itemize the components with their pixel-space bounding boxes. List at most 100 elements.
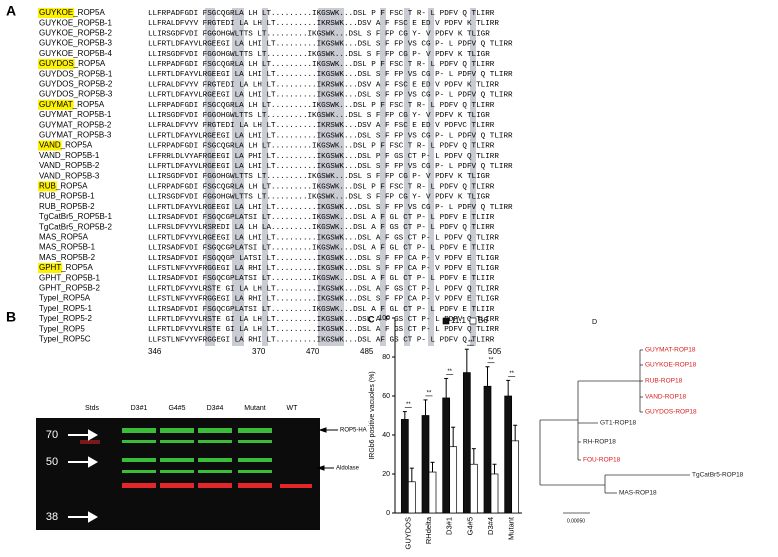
legend-label: 11.1 [451,316,467,325]
sequence-name: GPHT_ROP5B-2 [39,284,100,293]
leaf-label: GUYKOE-ROP18 [645,362,697,369]
sequence: LFFRRLDLVYAFRGEEGI LA PHI LT.........IKG… [148,153,499,161]
strain-name: GUYKOE [39,8,73,17]
sequence: LLIRSGDFVDI FGGOHGWLTTS LT.........IKGSW… [148,173,490,181]
sequence-name: VAND_ROP5B-2 [39,161,100,170]
legend-swatch [469,317,477,325]
sequence: LLFRTLDFAYVLRGEEGI LA LHI LT.........IKG… [148,71,513,79]
sequence: LLFRALDFVYV FRGTEDI LA LH LT.........IKR… [148,20,499,28]
y-tick-label: 0 [386,510,390,517]
panel-label: D [592,319,597,326]
sequence-name: _ROP5A [55,182,88,191]
sequence: LLIRSADFVDI FSGQQGP LATSI LT.........IKG… [148,255,499,263]
blot [36,418,338,530]
name-highlight [38,59,75,69]
bar [483,385,492,514]
leaf-label: GUYDOS-ROP18 [645,409,697,416]
lane-label: G4#5 [168,405,185,412]
leaf-label: RUB-ROP18 [645,378,683,385]
band-label: ROP5-HA [340,428,367,434]
strain-name: GPHT [39,263,61,272]
sequence-name: _ROP5A [60,141,93,150]
bar [449,446,458,514]
sequence-name: GUYDOS_ROP5B-2 [39,80,113,89]
sequence-name: TypeI_ROP5-2 [39,314,92,323]
sequence: LLFSTLNFVYVFRGGEGI LA RHI LT.........IKG… [148,336,495,344]
marker-label: 50 [46,456,58,468]
sequence: LLFRTLDFVYVLRSTE GI LA LH LT.........IKG… [148,285,499,293]
sequence-name: TypeI_ROP5A [39,294,91,303]
sequence: LLIRSADFVDI FSGQCGPLATSI LT.........IKGS… [148,245,495,253]
sequence: LLFRTLDFAYVLRGEEGI LA LHI LT.........IKG… [148,132,513,140]
position-label: 505 [488,347,502,356]
lane-label: Stds [85,405,100,412]
significance-label: ** [447,369,452,375]
y-tick-label: 80 [382,354,390,361]
sequence-name: GUYMAT_ROP5B-1 [39,110,112,119]
bar [400,419,409,514]
sequence: LLFSTLNFVYVFRGGEGI LA RHI LT.........IKG… [148,296,499,304]
leaf-label: VAND-ROP18 [645,394,686,401]
leaf-label: FOU-ROP18 [583,457,621,464]
lane-label: Mutant [244,405,265,412]
strain-name: RUB [39,182,56,191]
sequence-name: GUYKOE_ROP5B-1 [39,18,112,27]
bar [407,481,416,514]
legend-swatch [442,317,450,325]
x-tick-label: GUYDOS [403,517,412,550]
sequence: LLIRSADFVDI FSGQCGPLATSI LT.........IKGS… [148,275,495,283]
marker-label: 70 [46,429,58,441]
sequence: LLIRSADFVDI FSGQCGPLATSI LT.........IKGS… [148,306,495,314]
sequence: LLFRPADFGDI FSGCQGRLA LH LT.........IKGS… [148,102,495,110]
x-tick-label: RHdelta [424,516,433,544]
sequence-name: _ROP5A [72,8,105,17]
sequence: LLIRSGDFVDI FGGOHGWLTTS LT.........IKGSW… [148,194,490,202]
leaf-label: GT1-ROP18 [600,420,637,427]
position-label: 346 [148,347,162,356]
name-highlight [38,8,75,18]
bar [469,463,478,514]
panel-label: B [6,309,16,325]
marker-label: 38 [46,511,58,523]
x-tick-label: Mutant [507,516,516,540]
leaf-label: TgCatBr5-ROP18 [692,472,744,479]
sequence-name: TypeI_ROP5C [39,335,91,344]
y-tick-label: 60 [382,393,390,400]
sequence: LLFRTLDFAYVLRGEEGI LA LHI LT.........IKG… [148,41,513,49]
sequence-name: MAS_ROP5B-1 [39,243,96,252]
sequence: LLFRPADFGDI FSGCQGRLA LH LT.........IKGS… [148,183,495,191]
sequence-name: _ROP5A [73,59,106,68]
sequence-name: GUYKOE_ROP5B-4 [39,49,112,58]
panel-label: C [368,314,375,324]
position-label: 370 [252,347,266,356]
x-tick-label: G4#5 [465,517,474,535]
strain-name: GUYMAT [39,100,73,109]
significance-label: ** [468,340,473,346]
strain-name: VAND [39,141,61,150]
lane-label: D3#4 [207,405,224,412]
sequence: LLFSTLNFVYVFRGGEGI LA RHI LT.........IKG… [148,265,499,273]
name-highlight [38,263,63,273]
x-tick-label: D3#4 [486,517,495,535]
leaf-label: MAS-ROP18 [619,490,657,497]
sequence-name: TypeI_ROP5 [39,324,85,333]
sequence: LLFRTLDFVYVLRSTE GI LA LH LT.........IKG… [148,316,499,324]
y-tick-label: 40 [382,432,390,439]
alignment-shading [205,8,476,346]
sequence: LLIRSADFVDI FSGQCGPLATSI LT.........IKGS… [148,214,495,222]
band-label: Aldolase [336,466,360,472]
sequence: LLIRSGDFVDI FGGOHGWLTTS LT.........IKGSW… [148,112,490,120]
sequence: LLFRTLDFVYVLRGEEGI LA LHI LT.........IKG… [148,234,499,242]
position-label: 485 [360,347,374,356]
sequence: LLFRPADFGDI FSGCQGRLA LH LT.........IKGS… [148,143,495,151]
y-axis-label: IRGb6 positive vacuoles (%) [369,371,376,459]
y-tick-label: 20 [382,471,390,478]
panel-label: A [6,3,16,19]
sequence-name: VAND_ROP5B-1 [39,151,100,160]
sequence-name: RUB_ROP5B-2 [39,202,95,211]
legend-label: B6 [478,316,488,325]
bar [511,440,520,514]
sequence: LLFRTLDFAYVLRGEEGI LA LHI LT.........IKG… [148,163,513,171]
sequence-name: TypeI_ROP5-1 [39,304,92,313]
